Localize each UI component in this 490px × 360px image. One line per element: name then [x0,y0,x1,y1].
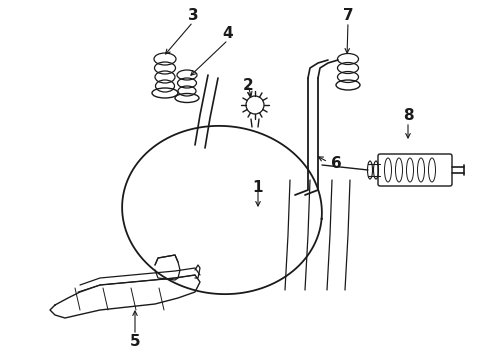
Text: 1: 1 [253,180,263,195]
Text: 4: 4 [222,27,233,41]
Text: 8: 8 [403,108,413,123]
Text: 5: 5 [130,333,140,348]
Text: 2: 2 [243,77,253,93]
Text: 7: 7 [343,9,353,23]
Text: 6: 6 [331,156,342,171]
Text: 3: 3 [188,9,198,23]
